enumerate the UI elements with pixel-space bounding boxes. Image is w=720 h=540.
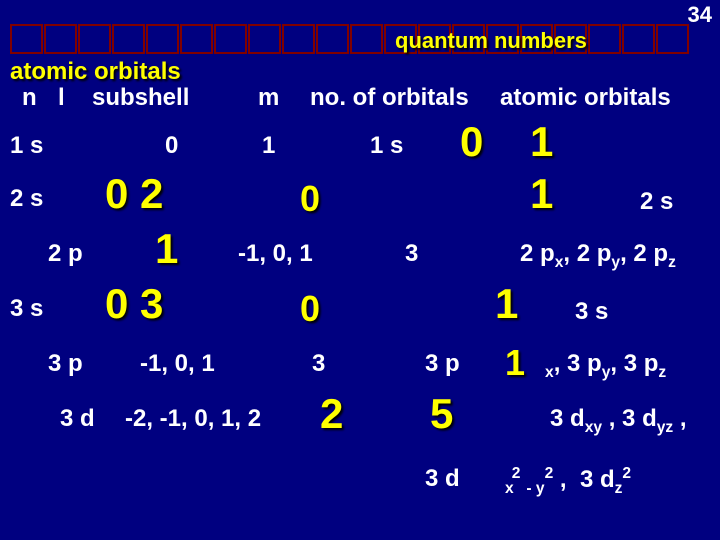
- row-3s-big1: 1: [495, 280, 518, 328]
- row-2p-m: -1, 0, 1: [238, 240, 313, 268]
- row-2p-label: 2 p: [48, 240, 83, 268]
- decorative-box: [10, 24, 43, 54]
- row-3s-ao: 3 s: [575, 298, 608, 326]
- header-atomic-orbitals: atomic orbitals: [500, 84, 671, 112]
- row-1s-m: 1: [262, 132, 275, 160]
- header-n: n: [22, 84, 37, 112]
- decorative-box: [180, 24, 213, 54]
- row-3d-no: 5: [430, 390, 453, 438]
- row-1s-no: 1 s: [370, 132, 403, 160]
- row-2s-m: 0: [300, 178, 320, 220]
- atomic-orbitals-heading: atomic orbitals: [10, 58, 181, 86]
- decorative-box: [112, 24, 145, 54]
- decorative-box: [588, 24, 621, 54]
- decorative-box: [44, 24, 77, 54]
- row-3d-l: -2, -1, 0, 1, 2: [125, 405, 261, 433]
- header-subshell: subshell: [92, 84, 189, 112]
- header-no-orbitals: no. of orbitals: [310, 84, 469, 112]
- decorative-boxes: [10, 24, 690, 54]
- decorative-box: [316, 24, 349, 54]
- decorative-box: [146, 24, 179, 54]
- page-number: 34: [688, 2, 712, 28]
- row-3d-bottom-ao: x2- y2 , 3 dz2: [505, 465, 631, 498]
- row-3p-no: 3 p: [425, 350, 460, 378]
- row-2s-ln: 0 2: [105, 170, 163, 218]
- decorative-box: [248, 24, 281, 54]
- row-2p-ao: 2 px, 2 py, 2 pz: [520, 240, 676, 272]
- decorative-box: [656, 24, 689, 54]
- row-3s-m: 0: [300, 288, 320, 330]
- row-2s-big1: 1: [530, 170, 553, 218]
- row-3p-big1: 1: [505, 342, 525, 384]
- row-3p-label: 3 p: [48, 350, 83, 378]
- header-l: l: [58, 84, 65, 112]
- row-3p-m: 3: [312, 350, 325, 378]
- decorative-box: [78, 24, 111, 54]
- row-1s-big0: 0: [460, 118, 483, 166]
- quantum-numbers-label: quantum numbers: [395, 28, 587, 54]
- row-2p-no: 3: [405, 240, 418, 268]
- row-2p-l: 1: [155, 225, 178, 273]
- decorative-box: [350, 24, 383, 54]
- row-3p-l: -1, 0, 1: [140, 350, 215, 378]
- row-3s-label: 3 s: [10, 295, 43, 323]
- row-2s-ao: 2 s: [640, 188, 673, 216]
- row-2s-label: 2 s: [10, 185, 43, 213]
- row-3d-ao: 3 dxy , 3 dyz ,: [550, 405, 687, 437]
- row-3d-bottom-label: 3 d: [425, 465, 460, 493]
- row-3d-label: 3 d: [60, 405, 95, 433]
- row-3p-ao: x, 3 py, 3 pz: [545, 350, 666, 382]
- decorative-box: [214, 24, 247, 54]
- decorative-box: [282, 24, 315, 54]
- header-m: m: [258, 84, 279, 112]
- row-1s-big1: 1: [530, 118, 553, 166]
- row-3d-m: 2: [320, 390, 343, 438]
- row-3s-ln: 0 3: [105, 280, 163, 328]
- decorative-box: [622, 24, 655, 54]
- row-1s-label: 1 s: [10, 132, 43, 160]
- row-1s-l: 0: [165, 132, 178, 160]
